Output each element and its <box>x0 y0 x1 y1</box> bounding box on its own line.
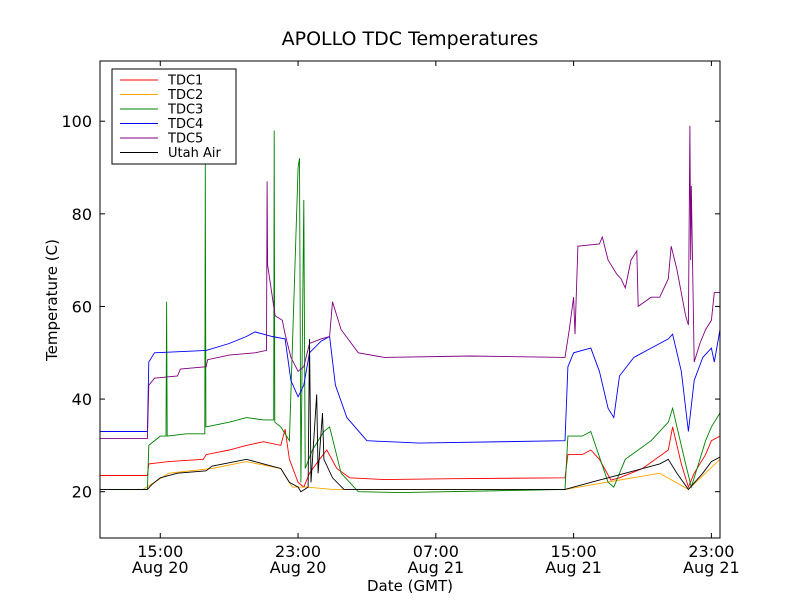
x-tick-label-time: 23:00 <box>275 542 321 561</box>
series-line-tdc4 <box>100 329 720 444</box>
legend-label: TDC1 <box>167 74 203 89</box>
y-tick-label: 80 <box>72 205 92 224</box>
y-tick-label: 20 <box>72 483 92 502</box>
plot-frame <box>99 60 721 539</box>
series-line-tdc2 <box>100 458 720 490</box>
series-line-utah-air <box>100 338 720 493</box>
y-tick-label: 100 <box>61 112 92 131</box>
x-tick-label-date: Aug 21 <box>683 558 740 577</box>
legend-label: TDC3 <box>167 103 203 118</box>
legend-label: TDC4 <box>167 117 203 132</box>
x-tick-label-time: 15:00 <box>551 542 597 561</box>
legend-box <box>111 68 237 165</box>
x-tick-label-date: Aug 20 <box>132 558 189 577</box>
y-axis-label: Temperature (C) <box>43 239 61 362</box>
series-line-tdc5 <box>100 125 720 439</box>
x-tick-label-time: 15:00 <box>137 542 183 561</box>
chart-title: APOLLO TDC Temperatures <box>282 28 539 50</box>
series-line-tdc3 <box>100 130 720 494</box>
x-tick-label-time: 07:00 <box>413 542 459 561</box>
y-tick-label: 60 <box>72 297 92 316</box>
x-axis-label: Date (GMT) <box>367 577 453 595</box>
y-tick-label: 40 <box>72 390 92 409</box>
x-tick-label-time: 23:00 <box>688 542 734 561</box>
legend-label: TDC2 <box>167 88 203 103</box>
legend-label: Utah Air <box>168 146 221 161</box>
series-line-tdc1 <box>100 426 720 489</box>
x-tick-label-date: Aug 20 <box>270 558 327 577</box>
x-tick-label-date: Aug 21 <box>407 558 464 577</box>
legend-label: TDC5 <box>167 132 203 147</box>
x-tick-label-date: Aug 21 <box>545 558 602 577</box>
series-layer <box>100 125 720 494</box>
